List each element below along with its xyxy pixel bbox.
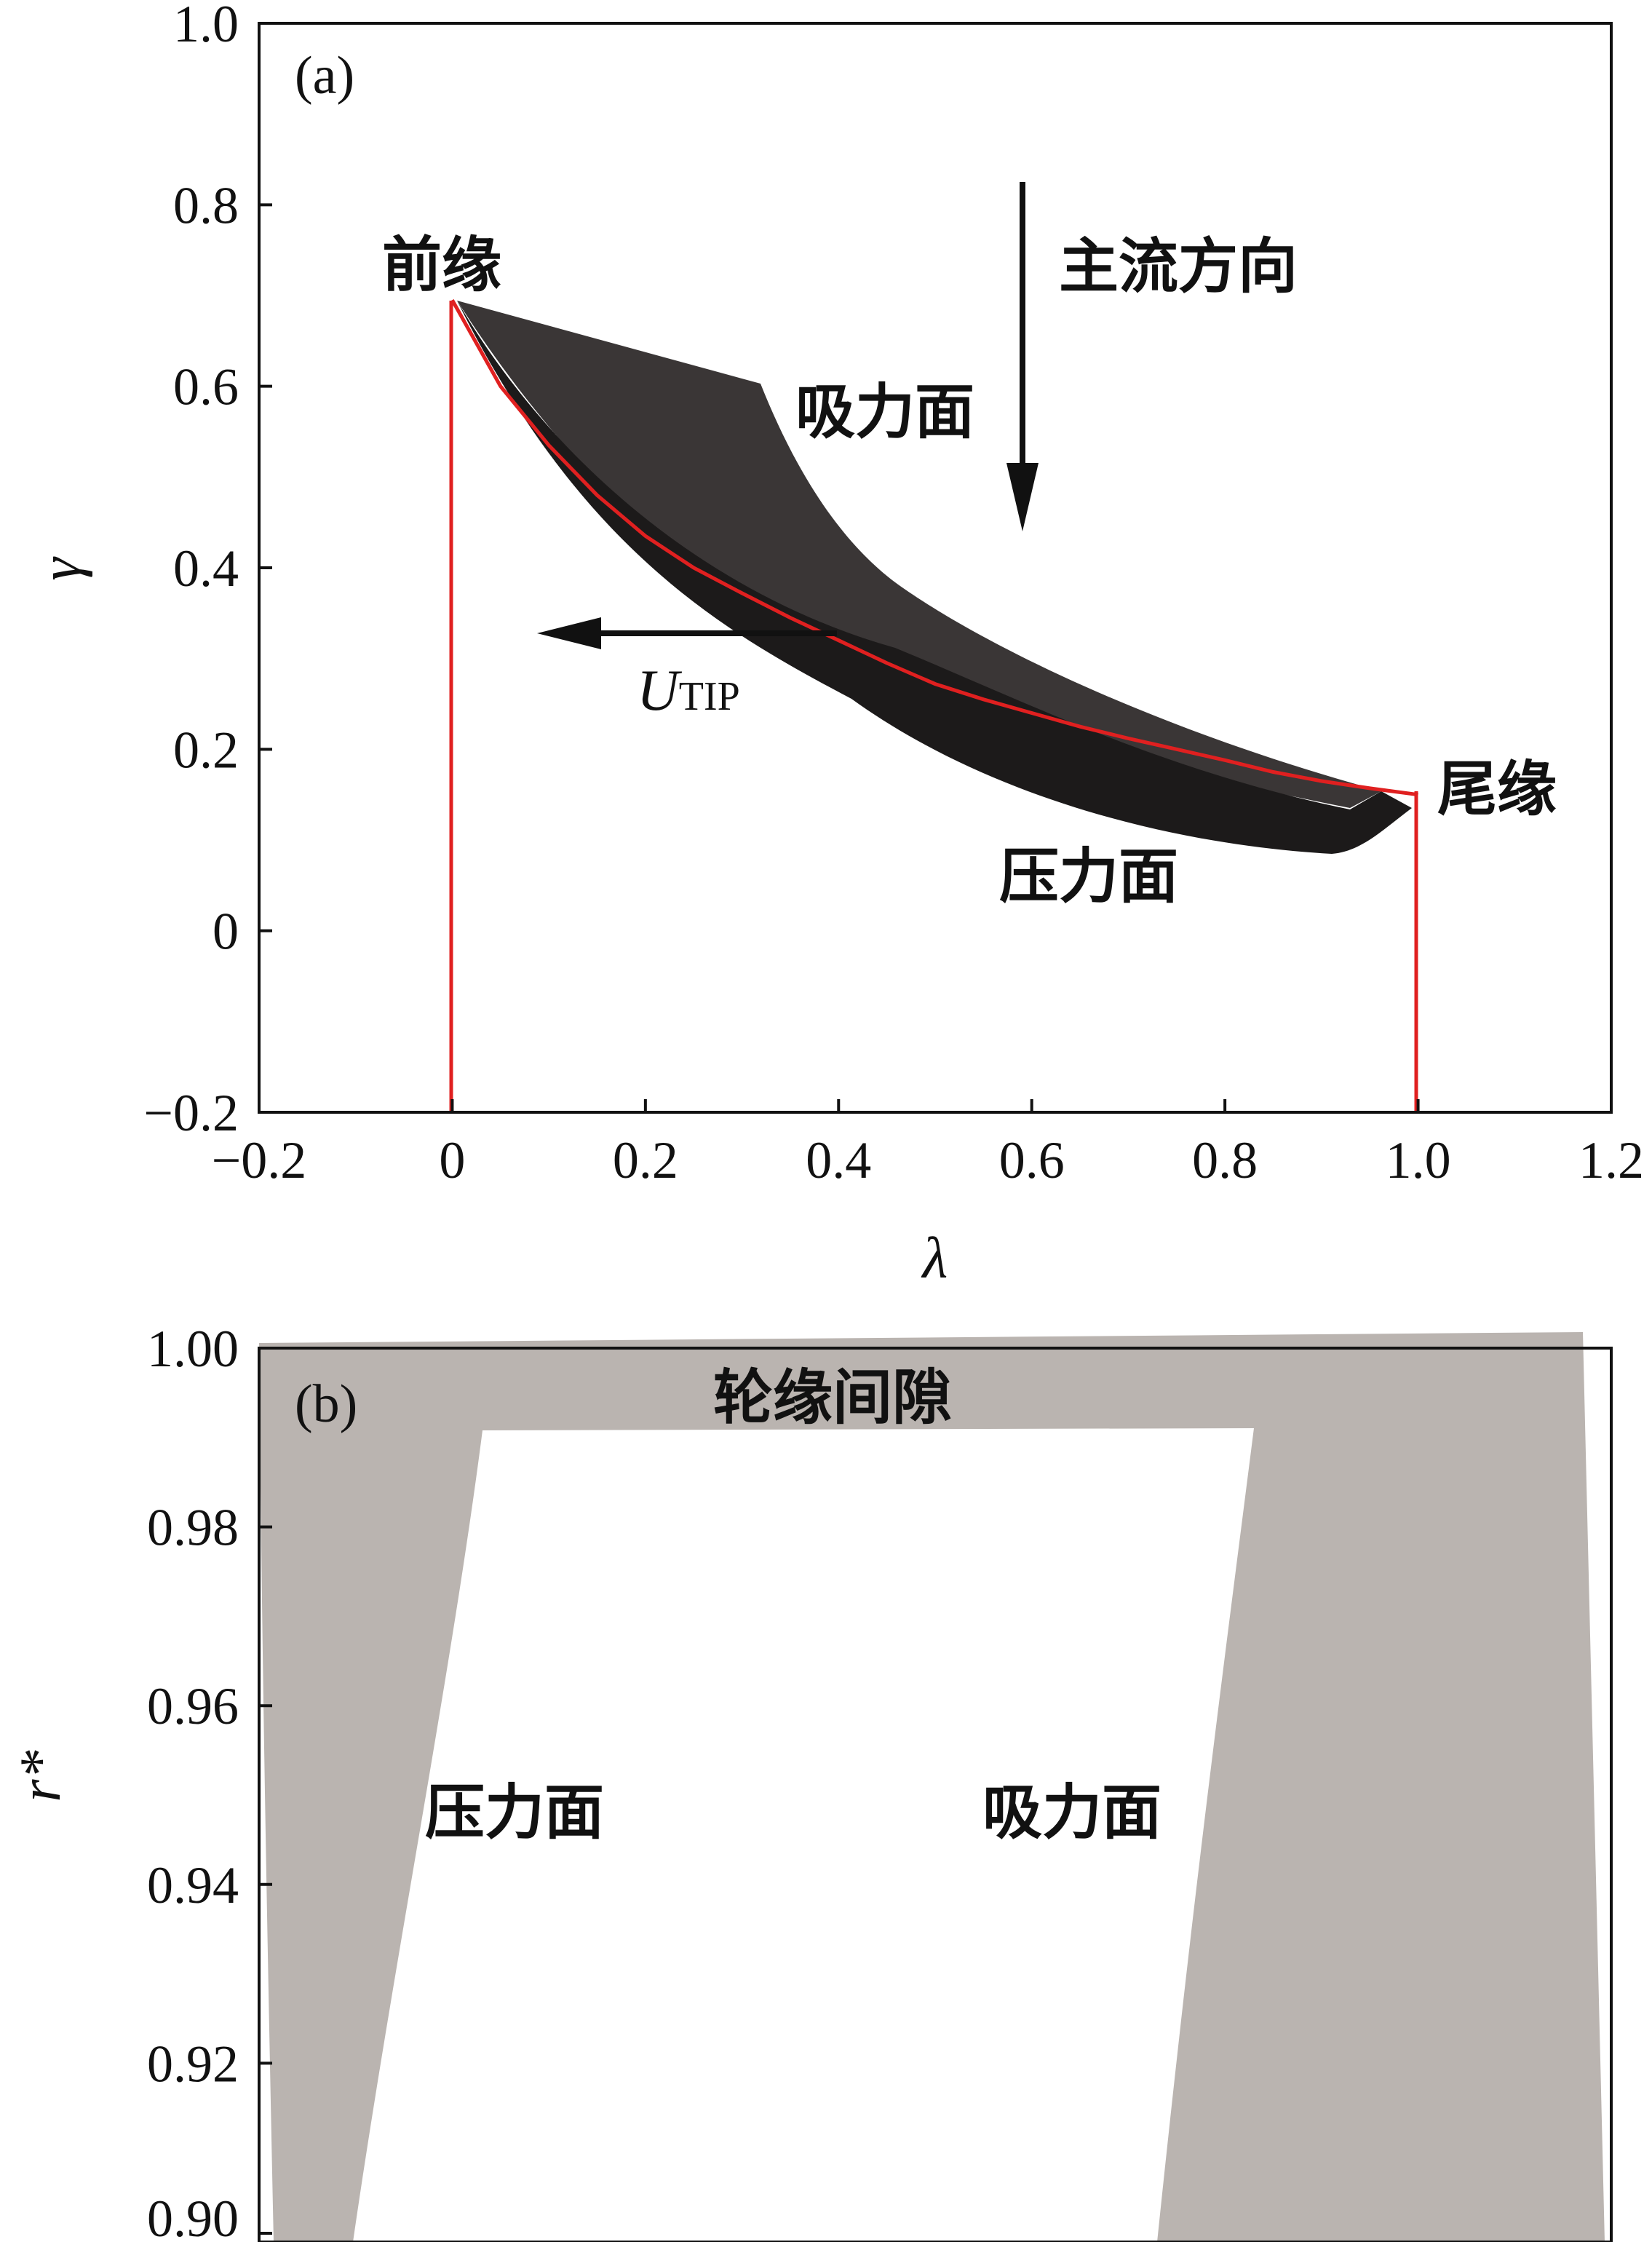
panel-label-b: (b): [295, 1374, 357, 1434]
main-flow-label: 主流方向: [1059, 232, 1298, 301]
x-tick-label: 0.8: [1192, 1131, 1258, 1189]
tip-clearance-region: [259, 1332, 1611, 2242]
y-tick-label: 0.8: [173, 176, 239, 234]
x-tick-label: 0.2: [613, 1131, 678, 1189]
x-tick-label: 1.0: [1386, 1131, 1451, 1189]
trailing-edge-label: 尾缘: [1437, 755, 1557, 824]
ticks-b: 0.90 0.92 0.94 0.96 0.98 1.00: [147, 1320, 272, 2242]
panel-b: 0.90 0.92 0.94 0.96 0.98 1.00 (b) 轮缘间隙 压力面 吸力…: [9, 1320, 1613, 2242]
y-tick-label-b: 0.98: [147, 1499, 239, 1557]
y-tick-label: 1.0: [173, 0, 239, 53]
y-tick-label-b: 1.00: [147, 1320, 239, 1378]
y-tick-label-b: 0.96: [147, 1677, 239, 1735]
pressure-side-label-b: 压力面: [425, 1778, 604, 1847]
y-tick-label-b: 0.92: [147, 2035, 239, 2093]
suction-side-label-b: 吸力面: [982, 1778, 1161, 1847]
y-tick-label: 0.4: [173, 539, 239, 598]
x-tick-label: 0: [439, 1131, 465, 1189]
y-tick-label: −0.2: [143, 1084, 239, 1142]
utip-arrow: [537, 617, 837, 649]
y-axis-title-b: r*: [9, 1750, 73, 1802]
y-tick-label: 0.6: [173, 358, 239, 416]
panel-label-a: (a): [295, 46, 354, 106]
y-tick-label-b: 0.94: [147, 1856, 239, 1914]
blade-suction-surface: [457, 301, 1381, 808]
y-axis-title-a: γ: [29, 556, 93, 581]
leading-edge-label: 前缘: [382, 231, 501, 300]
blade-pressure-surface: [457, 301, 1412, 854]
pressure-side-label-a: 压力面: [999, 842, 1178, 911]
tip-clearance-label: 轮缘间隙: [713, 1363, 952, 1433]
camber-line: [450, 298, 1418, 797]
main-flow-arrow: [1006, 182, 1039, 531]
x-tick-label: 0.4: [806, 1131, 871, 1189]
y-tick-label: 0.2: [173, 721, 239, 779]
plot-frame-b: [258, 1347, 1613, 2242]
y-tick-label-b: 0.90: [147, 2190, 239, 2242]
suction-side-label-a: 吸力面: [795, 378, 974, 447]
x-axis-title-a: λ: [921, 1227, 948, 1291]
ticks-a: −0.2 0 0.2 0.4 0.6 0.8 1.0 1.2 −0.2 0 0.2 0.4 0.6 0.8…: [143, 0, 1644, 1189]
plot-frame-a: [258, 22, 1613, 1114]
panel-a: −0.2 0 0.2 0.4 0.6 0.8 1.0 1.2 −0.2 0 0.2 0.4 0.6 0.8…: [29, 0, 1644, 1291]
x-tick-label: 1.2: [1578, 1131, 1644, 1189]
y-tick-label: 0: [213, 903, 239, 961]
x-tick-label: −0.2: [212, 1131, 307, 1189]
utip-label: UTIP: [637, 659, 740, 723]
x-tick-label: 0.6: [999, 1131, 1065, 1189]
